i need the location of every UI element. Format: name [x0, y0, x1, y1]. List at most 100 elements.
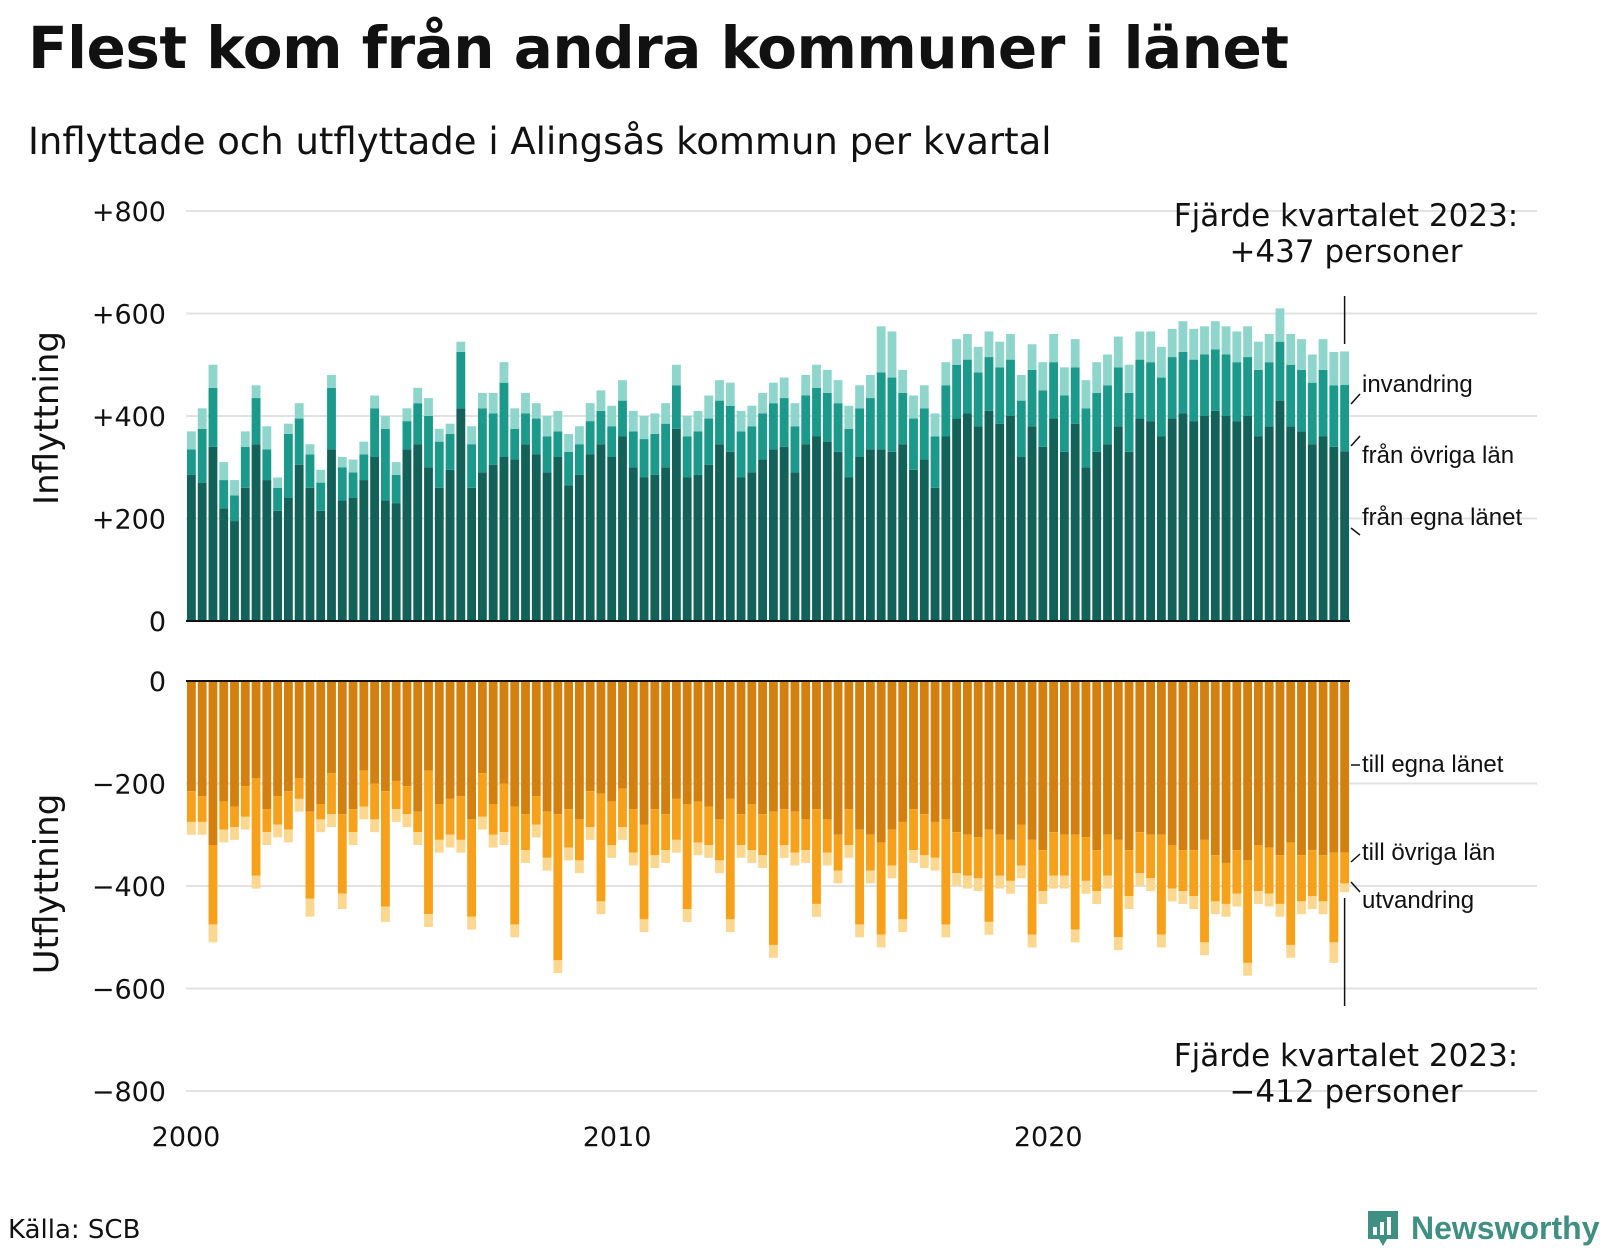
bar-segment — [1297, 901, 1306, 915]
series-label: utvandring — [1362, 887, 1474, 914]
bar-segment — [758, 459, 768, 621]
bar-segment — [585, 791, 595, 828]
bar-segment — [639, 919, 649, 933]
bar-segment — [973, 837, 983, 879]
series-label: till övriga län — [1362, 839, 1495, 866]
bar-segment — [316, 819, 326, 833]
bar-segment — [1146, 331, 1156, 363]
bar-segment — [1167, 681, 1177, 845]
bar-segment — [801, 444, 811, 621]
bar-segment — [413, 403, 423, 445]
bar-segment — [618, 681, 627, 789]
bar-segment — [995, 834, 1005, 876]
bar-segment — [930, 857, 940, 871]
bar-segment — [607, 845, 617, 858]
bar-segment — [1070, 834, 1080, 930]
bar-segment — [1253, 845, 1263, 892]
bar-segment — [909, 469, 918, 621]
bar-segment — [1243, 962, 1253, 976]
bar-segment — [467, 426, 477, 445]
bar-segment — [682, 416, 692, 437]
bar-segment — [607, 457, 617, 621]
bar-segment — [262, 449, 272, 481]
bar-segment — [1016, 400, 1026, 458]
bar-segment — [574, 819, 584, 861]
bar-segment — [952, 364, 962, 419]
bar-segment — [208, 845, 218, 925]
bar-segment — [639, 416, 649, 440]
bar-segment — [273, 487, 283, 511]
bar-segment — [1307, 681, 1317, 851]
label-leader-line — [1350, 435, 1361, 447]
bar-segment — [219, 462, 229, 481]
bar-segment — [1016, 457, 1026, 621]
bar-segment — [715, 860, 724, 874]
bar-segment — [337, 467, 347, 501]
bar-segment — [1070, 367, 1080, 424]
bar-segment — [790, 403, 800, 427]
bar-segment — [553, 960, 563, 974]
bar-segment — [283, 829, 293, 843]
bar-segment — [359, 441, 369, 455]
bar-segment — [650, 681, 660, 810]
bar-segment — [1081, 380, 1091, 409]
bar-segment — [434, 839, 444, 853]
bar-segment — [499, 783, 509, 833]
bar-segment — [510, 924, 520, 938]
bar-segment — [855, 829, 865, 925]
bar-segment — [650, 855, 660, 869]
bar-segment — [898, 681, 908, 822]
bar-segment — [1297, 431, 1306, 622]
bar-segment — [919, 855, 929, 869]
bar-segment — [1146, 834, 1156, 879]
bar-segment — [758, 855, 768, 869]
bar-segment — [1243, 416, 1253, 621]
bar-segment — [984, 681, 994, 830]
bar-segment — [628, 431, 638, 468]
bar-segment — [855, 681, 865, 830]
bar-segment — [1103, 354, 1112, 386]
bar-segment — [1070, 929, 1080, 943]
bar-segment — [887, 331, 897, 378]
bar-segment — [607, 405, 617, 427]
bar-segment — [855, 457, 865, 621]
bar-segment — [1124, 392, 1134, 452]
bar-segment — [337, 681, 347, 815]
bar-segment — [477, 816, 487, 830]
bar-segment — [1167, 418, 1177, 621]
bar-segment — [424, 416, 433, 468]
bar-segment — [693, 474, 703, 621]
y-tick-label: −600 — [92, 975, 166, 1006]
bar-segment — [962, 359, 972, 414]
bar-segment — [628, 467, 638, 621]
bar-segment — [1124, 364, 1134, 393]
bar-segment — [402, 449, 412, 621]
bar-segment — [930, 821, 940, 858]
bar-segment — [1189, 421, 1199, 622]
bar-segment — [1264, 362, 1274, 427]
bar-segment — [855, 385, 865, 409]
bar-segment — [240, 816, 250, 830]
bar-segment — [499, 362, 509, 383]
bar-segment — [779, 681, 789, 810]
bar-segment — [327, 814, 336, 828]
bar-segment — [1135, 832, 1145, 874]
bar-segment — [305, 681, 315, 812]
bar-segment — [294, 798, 304, 812]
bar-segment — [499, 681, 509, 784]
bar-segment — [273, 824, 283, 838]
bar-segment — [434, 804, 444, 840]
bar-segment — [715, 444, 724, 621]
bar-segment — [1264, 893, 1274, 907]
bar-segment — [736, 431, 746, 478]
bar-segment — [1297, 855, 1306, 902]
brand-name: Newsworthy — [1411, 1209, 1600, 1246]
bar-segment — [1253, 436, 1263, 621]
bar-segment — [919, 814, 929, 856]
bar-segment — [704, 464, 714, 621]
bar-segment — [671, 798, 681, 840]
bar-segment — [348, 498, 358, 621]
bar-segment — [553, 431, 563, 458]
bar-segment — [1318, 436, 1328, 621]
bar-segment — [1307, 896, 1317, 910]
